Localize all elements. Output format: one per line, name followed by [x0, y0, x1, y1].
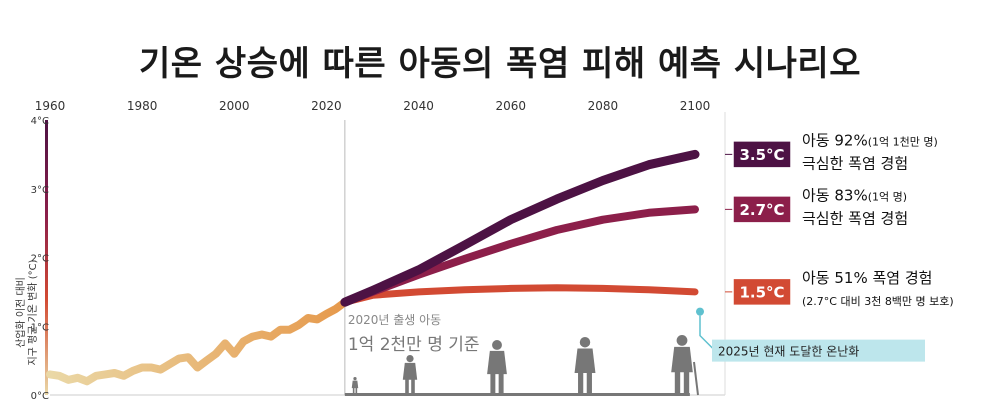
x-tick-label: 2040	[403, 99, 434, 113]
head-shape	[579, 337, 591, 348]
x-tick-label: 2060	[495, 99, 526, 113]
scenario-count-text: (1억 명)	[868, 190, 907, 203]
cohort-caption-line1: 2020년 출생 아동	[348, 313, 441, 327]
torso-shape	[671, 346, 693, 373]
right-leg-shape	[683, 371, 690, 395]
adult-woman-icon	[574, 337, 596, 395]
head-shape	[676, 335, 688, 346]
torso-shape	[574, 348, 596, 373]
current-warming-marker	[696, 307, 704, 316]
elderly-with-cane-icon	[671, 335, 699, 396]
ground-line	[344, 393, 690, 396]
right-leg-shape	[355, 387, 358, 395]
scenario-line-3-5c	[340, 149, 700, 307]
torso-shape	[402, 362, 418, 380]
left-leg-shape	[674, 371, 681, 395]
y-tick-label: 2°C	[31, 254, 49, 265]
y-tick-label: 1°C	[31, 322, 49, 333]
current-warming-pointer	[699, 315, 715, 351]
x-tick-label: 2100	[680, 99, 711, 113]
scenario-annotation-line2: 극심한 폭염 경험	[802, 209, 908, 227]
series-layer: 2025년 현재 도달한 온난화	[46, 149, 925, 386]
current-warming-label: 2025년 현재 도달한 온난화	[718, 345, 859, 359]
historical-temperature-line	[46, 298, 349, 386]
y-tick-label: 4°C	[31, 116, 49, 127]
head-shape	[492, 340, 502, 350]
y-axis-color-bar	[45, 120, 48, 395]
chart-title: 기온 상승에 따른 아동의 폭염 피해 예측 시나리오	[139, 44, 861, 84]
scenario-badge-label: 1.5°C	[739, 283, 784, 301]
scenario-annotation-line2: 극심한 폭염 경험	[802, 154, 908, 172]
current-warming-label-bg	[712, 339, 925, 362]
left-leg-shape	[352, 387, 355, 395]
right-leg-shape	[411, 379, 415, 395]
right-leg-shape	[498, 373, 504, 395]
axes-layer: 1960 1980 2000 2020 2040 2060 2080 2100 0°C 1°C 2°…	[14, 99, 726, 402]
scenario-badge	[732, 277, 792, 307]
scenario-annotation-line1: 아동 51% 폭염 경험	[802, 269, 932, 287]
cane-shape	[693, 361, 699, 396]
torso-shape	[487, 350, 507, 375]
y-axis-title: 산업화 이전 대비 지구 평균 기온 변화 (°C)	[14, 259, 39, 365]
scenario-count-text: (1억 1천만 명)	[868, 134, 938, 148]
child-icon	[402, 355, 418, 395]
baby-icon	[351, 377, 359, 395]
scenario-share-text: 아동 51% 폭염 경험	[802, 269, 932, 287]
right-leg-shape	[586, 371, 592, 395]
torso-shape	[351, 380, 359, 389]
scenario-badge-label: 3.5°C	[739, 146, 784, 164]
scenario-annotation-line1: 아동 83%(1억 명)	[802, 186, 907, 204]
x-tick-label: 2080	[588, 99, 619, 113]
y-axis-title-line1: 산업화 이전 대비	[14, 277, 27, 348]
age-silhouettes: 2020년 출생 아동 1억 2천만 명 기준	[344, 313, 699, 396]
scenario-share-text: 아동 92%	[802, 131, 868, 149]
left-leg-shape	[578, 371, 584, 395]
y-tick-label: 3°C	[31, 185, 49, 196]
x-tick-label: 2020	[311, 99, 342, 113]
scenario-badge	[732, 140, 792, 169]
scenario-line-1-5c	[341, 284, 699, 306]
scenario-share-text: 아동 83%	[802, 186, 868, 204]
head-shape	[353, 377, 357, 381]
y-tick-label: 0°C	[31, 391, 49, 402]
teen-icon	[487, 340, 507, 395]
scenario-badge	[732, 195, 792, 224]
scenario-note: (2.7°C 대비 3천 8백만 명 보호)	[802, 294, 954, 308]
scenario-badge-label: 2.7°C	[739, 201, 784, 219]
left-leg-shape	[405, 379, 409, 395]
left-leg-shape	[490, 373, 496, 395]
x-tick-label: 1960	[35, 99, 66, 113]
y-axis-title-line2: 지구 평균 기온 변화 (°C)	[27, 259, 39, 365]
labels-layer: 3.5°C 아동 92%(1억 1천만 명) 극심한 폭염 경험 2.7°C 아동 83…	[725, 131, 954, 308]
cohort-caption-line2: 1억 2천만 명 기준	[348, 335, 480, 355]
head-shape	[406, 355, 414, 363]
x-tick-label: 2000	[219, 99, 250, 113]
x-tick-label: 1980	[127, 99, 158, 113]
scenario-annotation-line1: 아동 92%(1억 1천만 명)	[802, 131, 938, 149]
